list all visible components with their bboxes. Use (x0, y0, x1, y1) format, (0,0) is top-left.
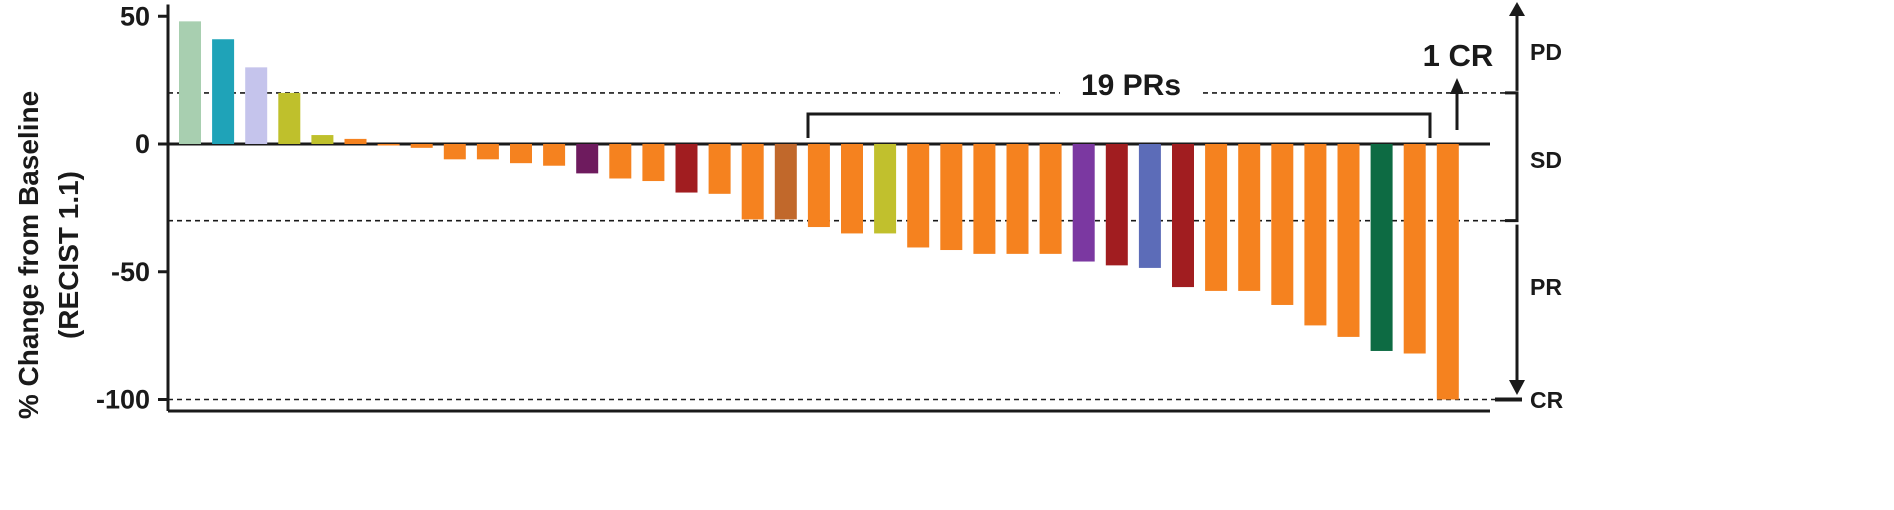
pr-bracket (806, 68, 1432, 138)
response-category-scale (1495, 2, 1525, 402)
bar-6 (344, 138, 367, 144)
bar-18 (741, 144, 764, 220)
bar-33 (1238, 144, 1261, 291)
pr-count-label: 19 PRs (1081, 69, 1181, 102)
y-tick-label-minus-50: -50 (111, 257, 150, 287)
bar-1 (179, 21, 201, 144)
y-tick-label-50: 50 (120, 1, 150, 31)
bar-35 (1304, 144, 1327, 326)
category-label-pd: PD (1530, 39, 1562, 65)
pr-label-background (1060, 68, 1202, 102)
bar-36 (1337, 144, 1360, 337)
bar-22 (874, 144, 897, 234)
bar-20 (807, 144, 830, 228)
bar-2 (212, 39, 235, 145)
y-tick-label-0: 0 (135, 129, 150, 159)
cr-arrow-head (1450, 78, 1464, 94)
y-axis-title-line2: (RECIST 1.1) (53, 171, 84, 339)
cr-count-label: 1 CR (1423, 38, 1494, 73)
bar-8 (410, 144, 433, 148)
bar-30 (1138, 144, 1161, 268)
bar-37 (1370, 144, 1393, 351)
sd-bracket (1505, 91, 1519, 223)
y-tick-label-minus-100: -100 (96, 385, 150, 415)
bars (179, 21, 1459, 400)
bar-32 (1205, 144, 1228, 291)
bar-3 (245, 67, 268, 144)
bar-24 (940, 144, 963, 251)
bar-9 (443, 144, 466, 160)
bar-11 (510, 144, 532, 164)
cr-arrow (1450, 78, 1464, 130)
bar-39 (1436, 144, 1459, 400)
bar-5 (311, 135, 334, 144)
bar-15 (642, 144, 665, 182)
bar-34 (1271, 144, 1294, 305)
bar-12 (543, 144, 566, 166)
y-axis-title-line1: % Change from Baseline (13, 91, 44, 419)
bar-25 (973, 144, 996, 254)
bar-14 (609, 144, 632, 179)
category-label-pr: PR (1530, 274, 1562, 300)
y-tick-labels: 50 0 -50 -100 (96, 1, 150, 414)
category-label-cr: CR (1530, 387, 1564, 413)
pd-arrow-head (1509, 2, 1525, 16)
bar-13 (576, 144, 599, 174)
bar-31 (1172, 144, 1194, 288)
bar-4 (278, 92, 301, 144)
bar-29 (1105, 144, 1128, 266)
category-label-sd: SD (1530, 147, 1562, 173)
bar-23 (907, 144, 930, 248)
bar-27 (1039, 144, 1062, 254)
bar-38 (1403, 144, 1426, 354)
bar-26 (1006, 144, 1029, 254)
bar-10 (476, 144, 499, 160)
bar-7 (377, 144, 400, 146)
bar-19 (774, 144, 797, 220)
bar-16 (675, 144, 698, 193)
pr-bracket-line (806, 112, 1432, 138)
bar-28 (1072, 144, 1095, 262)
bar-17 (708, 144, 731, 194)
bar-21 (841, 144, 863, 234)
pr-arrow-head (1509, 380, 1525, 395)
